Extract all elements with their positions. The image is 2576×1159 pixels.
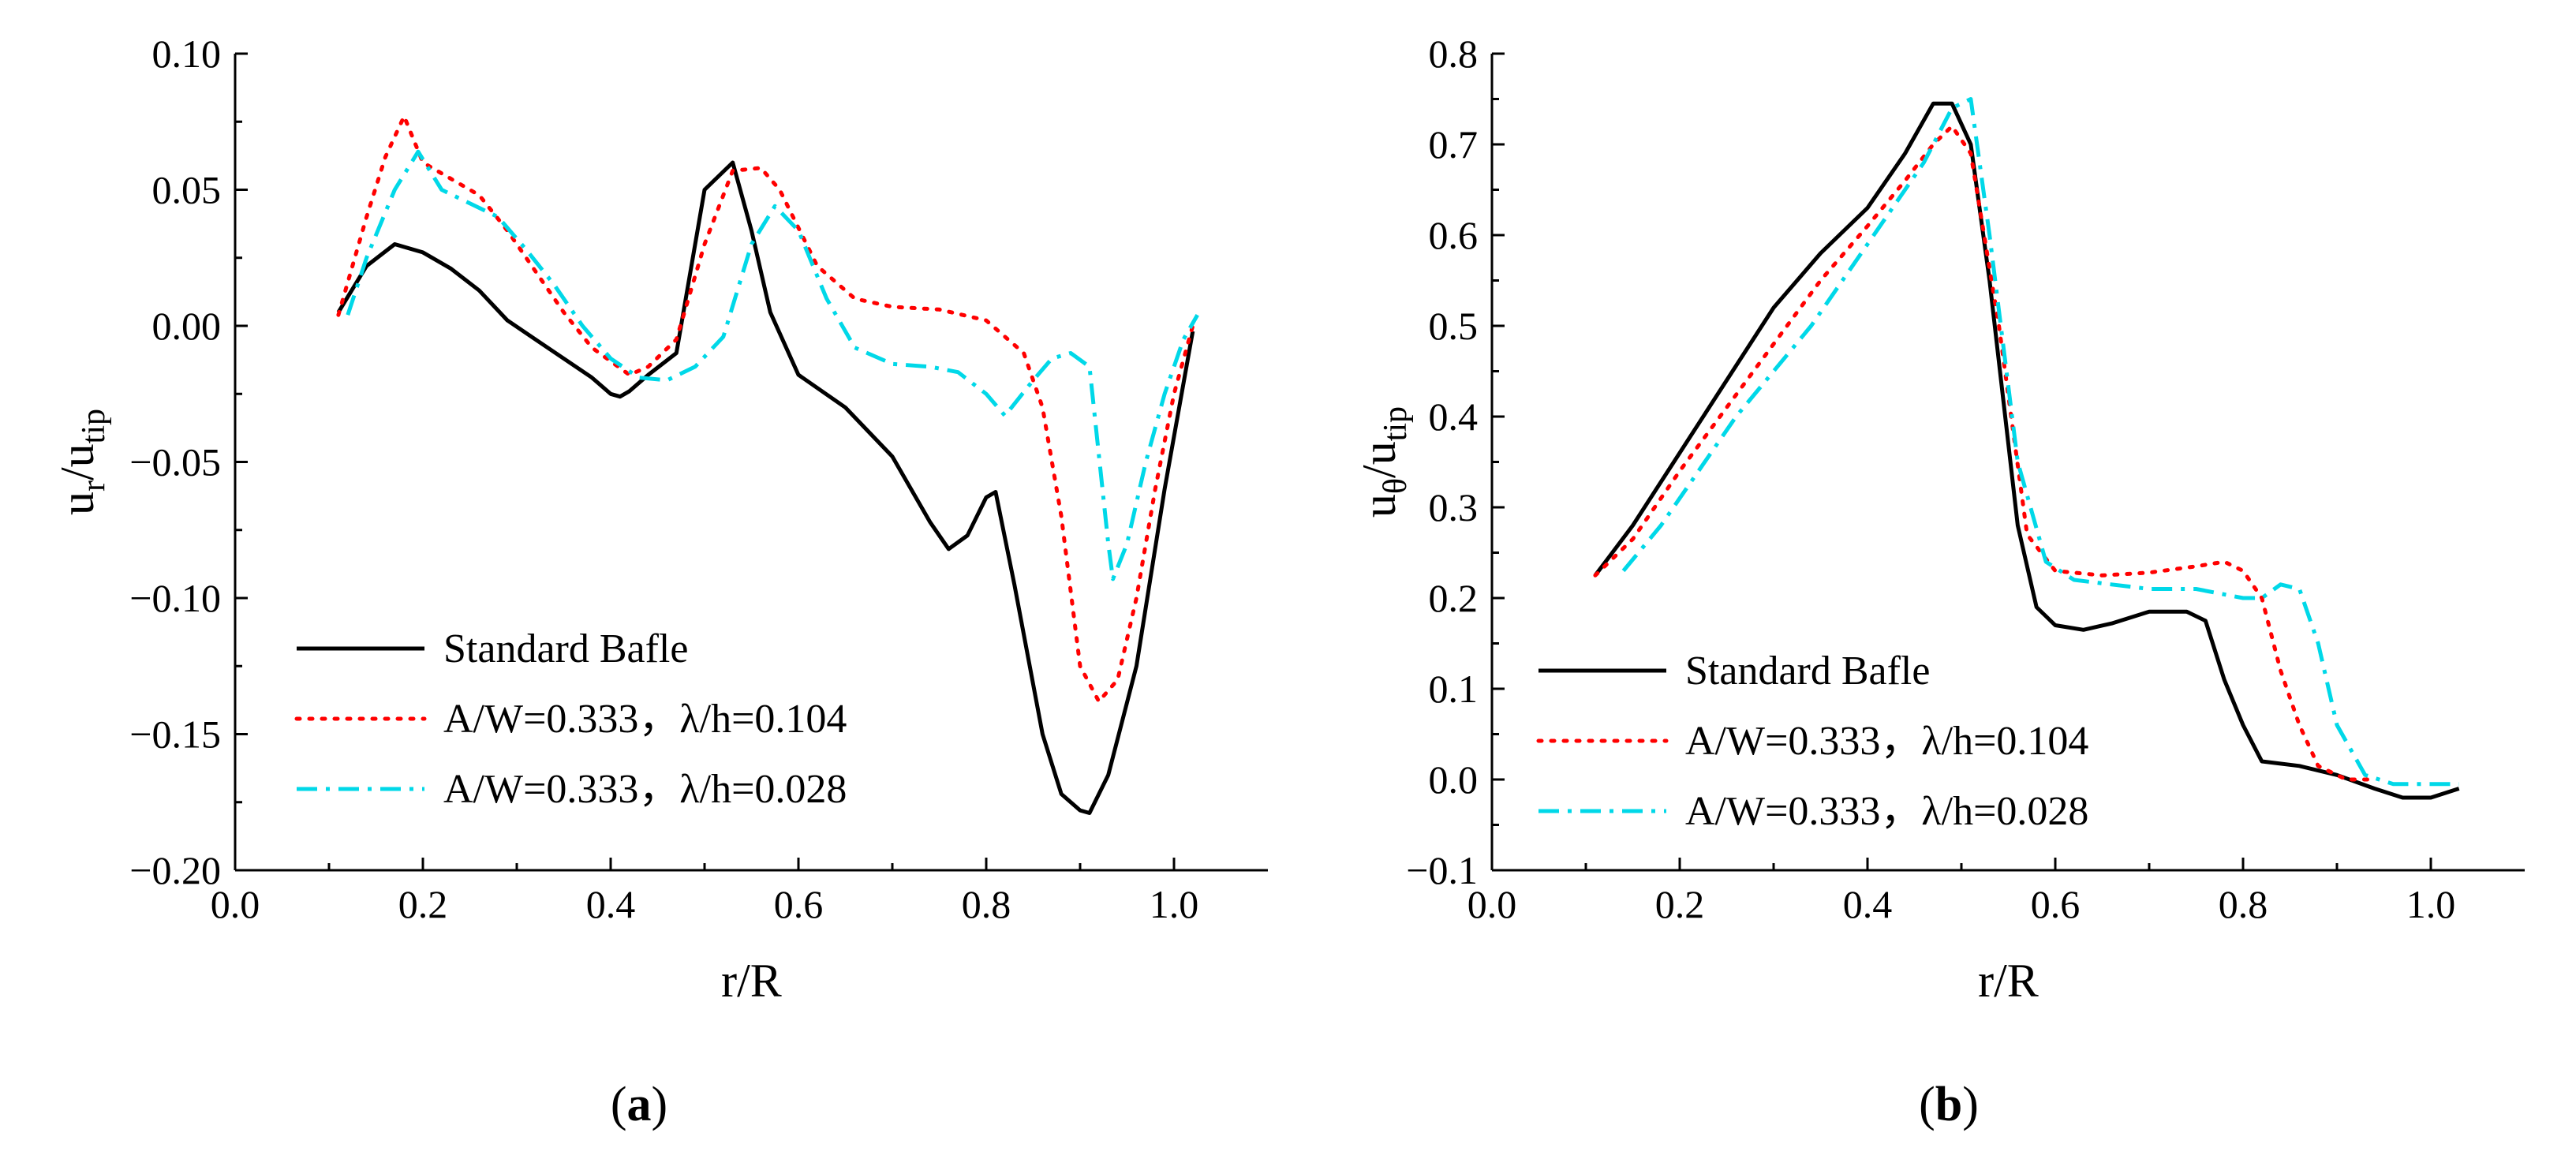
x-axis-label: r/R (1978, 955, 2039, 1007)
series-line-3 (346, 149, 1199, 581)
x-tick-label: 0.8 (962, 882, 1011, 926)
y-tick-label: 0.8 (1429, 32, 1479, 76)
y-tick-label: 0.5 (1429, 304, 1479, 348)
x-tick-label: 0.0 (1467, 882, 1517, 926)
y-tick-label: 0.6 (1429, 213, 1479, 257)
series-line-1 (336, 160, 1195, 815)
y-tick-label: 0.2 (1429, 576, 1479, 620)
legend-label-1: Standard Bafle (1685, 649, 1930, 694)
chart-panel-b: 0.0 0.2 0.4 0.6 0.8 1.0 0.8 0.7 0.6 0.5 0.4 0.3 0.2 0… (1353, 32, 2525, 1131)
x-tick-label: 1.0 (2406, 882, 2456, 926)
x-tick-label: 0.2 (1655, 882, 1705, 926)
y-tick-label: −0.1 (1406, 848, 1478, 892)
y-tick-label: 0.7 (1429, 122, 1479, 166)
series-line-2 (1593, 124, 2377, 782)
chart-panel-a: 0.0 0.2 0.4 0.6 0.8 1.0 0.10 0.05 0.00 −0.05 −0.10… (51, 32, 1268, 1131)
legend-label-2: A/W=0.333，λ/h=0.104 (1685, 719, 2088, 764)
y-tick-label: 0.4 (1429, 394, 1479, 439)
x-tick-label: 0.2 (398, 882, 448, 926)
x-axis-label: r/R (721, 955, 782, 1007)
y-tick-label: −0.15 (129, 712, 221, 757)
series-line-2 (336, 114, 1195, 704)
legend-label-1: Standard Bafle (443, 626, 688, 671)
y-axis-label: uθ/utip (1353, 406, 1414, 518)
x-tick-label: 0.6 (2031, 882, 2081, 926)
x-tick-label: 0.0 (211, 882, 260, 926)
legend-label-2: A/W=0.333，λ/h=0.104 (443, 697, 847, 742)
panel-label: (a) (611, 1078, 667, 1131)
x-tick-label: 0.8 (2219, 882, 2268, 926)
y-tick-label: −0.20 (129, 848, 221, 892)
y-tick-label: 0.10 (152, 32, 222, 76)
y-tick-label: 0.1 (1429, 667, 1479, 711)
series-line-1 (1593, 101, 2460, 800)
legend-label-3: A/W=0.333，λ/h=0.028 (1685, 789, 2088, 834)
legend-label-3: A/W=0.333，λ/h=0.028 (443, 767, 847, 812)
y-tick-label: 0.0 (1429, 757, 1479, 802)
y-tick-label: 0.05 (152, 168, 222, 212)
panel-label: (b) (1919, 1078, 1979, 1131)
y-tick-label: 0.00 (152, 304, 222, 348)
x-tick-label: 0.4 (1843, 882, 1893, 926)
x-tick-label: 0.6 (774, 882, 824, 926)
y-tick-label: −0.05 (129, 440, 221, 484)
x-tick-label: 1.0 (1150, 882, 1199, 926)
y-axis-label: ur/utip (51, 409, 112, 515)
y-tick-label: −0.10 (129, 576, 221, 620)
series-line-3 (1621, 97, 2459, 787)
y-tick-label: 0.3 (1429, 485, 1479, 529)
x-tick-label: 0.4 (586, 882, 636, 926)
